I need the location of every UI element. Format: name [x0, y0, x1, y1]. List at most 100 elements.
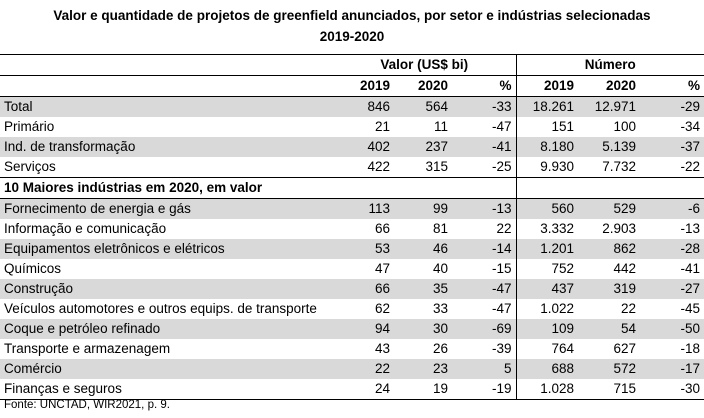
- cell-valor-pct: -33: [452, 96, 516, 117]
- cell-valor-pct: -69: [452, 319, 516, 339]
- cell-numero-pct: -30: [640, 379, 704, 400]
- cell-numero-pct: -28: [640, 239, 704, 259]
- cell-numero-pct: -6: [640, 198, 704, 219]
- greenfield-table: Valor (US$ bi) Número 2019 2020 % 2019 2…: [0, 54, 704, 400]
- cell-numero-pct: -22: [680, 159, 701, 174]
- table-row: Equipamentos eletrônicos e elétricos 53 46…: [0, 239, 704, 259]
- cell-numero-2020: 442: [613, 261, 636, 276]
- cell-valor-2019: 66: [374, 221, 390, 236]
- cell-valor-2019: 846: [333, 96, 394, 117]
- cell-valor-2020: 315: [425, 159, 448, 174]
- table-row: Transporte e armazenagem 43 26 -39 764 627 -18: [0, 339, 704, 359]
- cell-numero-2019: 9.930: [515, 157, 578, 178]
- cell-valor-2020: 99: [394, 198, 452, 219]
- cell-valor-pct: -47: [452, 279, 516, 299]
- row-label: Finanças e seguros: [0, 379, 333, 400]
- cell-numero-2020: 715: [578, 379, 640, 400]
- row-label: Coque e petróleo refinado: [0, 319, 333, 339]
- cell-valor-2019: 402: [333, 137, 394, 157]
- cell-numero-pct: -27: [640, 279, 704, 299]
- section-row: 10 Maiores indústrias em 2020, em valor: [0, 177, 704, 199]
- cell-numero-2019: 8.180: [515, 137, 578, 157]
- source-note: Fonte: UNCTAD, WIR2021, p. 9.: [4, 399, 170, 411]
- row-label: Equipamentos eletrônicos e elétricos: [0, 239, 333, 259]
- cell-numero-2019: 1.022: [515, 299, 578, 319]
- cell-numero-2020: 100: [613, 119, 636, 134]
- cell-valor-pct: -47: [491, 119, 512, 134]
- cell-numero-2019: 560: [515, 198, 578, 219]
- cell-valor-2020: 46: [394, 239, 452, 259]
- cell-valor-pct: -41: [452, 137, 516, 157]
- cell-valor-pct: 22: [496, 221, 512, 236]
- table-row: Finanças e seguros 24 19 -19 1.028 715 -30: [0, 379, 704, 400]
- cell-valor-2020: 19: [394, 379, 452, 400]
- header-numero-2019: 2019: [515, 75, 578, 97]
- cell-valor-2020: 33: [432, 301, 448, 316]
- cell-valor-2019: 47: [374, 261, 390, 276]
- section-label: 10 Maiores indústrias em 2020, em valor: [0, 177, 333, 199]
- cell-numero-2019: 764: [515, 339, 578, 359]
- cell-valor-2020: 81: [432, 221, 448, 236]
- table-row: Ind. de transformação 402 237 -41 8.180 5.139…: [0, 137, 704, 157]
- table-row: Serviços 422 315 -25 9.930 7.732 -22: [0, 157, 704, 178]
- cell-numero-2020: 572: [578, 359, 640, 379]
- cell-numero-2020: 22: [620, 301, 636, 316]
- cell-numero-2019: 1.028: [515, 379, 578, 400]
- row-label: Serviços: [4, 159, 56, 174]
- cell-valor-2019: 66: [333, 279, 394, 299]
- cell-valor-2019: 21: [374, 119, 390, 134]
- cell-numero-pct: -37: [640, 137, 704, 157]
- cell-numero-2019: 151: [515, 117, 578, 137]
- header-numero-pct: %: [640, 75, 704, 97]
- cell-valor-2019: 422: [367, 159, 390, 174]
- row-label: Ind. de transformação: [0, 137, 333, 157]
- cell-numero-2019: 3.332: [515, 219, 578, 239]
- cell-valor-pct: -47: [491, 301, 512, 316]
- cell-numero-pct: -18: [680, 341, 701, 356]
- cell-numero-pct: -17: [640, 359, 704, 379]
- row-label: Comércio: [0, 359, 333, 379]
- cell-valor-2020: 237: [394, 137, 452, 157]
- cell-numero-2020: 862: [578, 239, 640, 259]
- cell-numero-2020: 529: [578, 198, 640, 219]
- cell-numero-2020: 2.903: [602, 221, 636, 236]
- row-label: Informação e comunicação: [4, 221, 167, 236]
- cell-valor-pct: -15: [491, 261, 512, 276]
- cell-valor-2019: 43: [374, 341, 390, 356]
- row-label: Fornecimento de energia e gás: [0, 198, 333, 219]
- row-label: Construção: [0, 279, 333, 299]
- cell-valor-2020: 35: [394, 279, 452, 299]
- cell-valor-pct: -19: [452, 379, 516, 400]
- table-row: Informação e comunicação 66 81 22 3.332 2.903…: [0, 219, 704, 239]
- cell-valor-pct: 5: [452, 359, 516, 379]
- cell-numero-2020: 12.971: [578, 96, 640, 117]
- cell-valor-2020: 23: [394, 359, 452, 379]
- row-label: Transporte e armazenagem: [4, 341, 171, 356]
- header-group-valor: Valor (US$ bi): [333, 54, 516, 76]
- table-title: Valor e quantidade de projetos de greenf…: [53, 8, 651, 23]
- table-row: Comércio 22 23 5 688 572 -17: [0, 359, 704, 379]
- cell-numero-2019: 1.201: [515, 239, 578, 259]
- cell-numero-2020: 627: [613, 341, 636, 356]
- cell-valor-2019: 94: [333, 319, 394, 339]
- cell-numero-2019: 688: [515, 359, 578, 379]
- table-row: Químicos 47 40 -15 752 442 -41: [0, 259, 704, 279]
- table-row: Coque e petróleo refinado 94 30 -69 109 54 -50: [0, 319, 704, 339]
- table-row: Fornecimento de energia e gás 113 99 -13 560…: [0, 198, 704, 219]
- row-label: Total: [0, 96, 333, 117]
- header-blank-2: [0, 75, 333, 97]
- table-row: Veículos automotores e outros equips. de…: [0, 299, 704, 319]
- cell-numero-2019: 18.261: [515, 96, 578, 117]
- cell-numero-2020: 7.732: [602, 159, 636, 174]
- header-numero-2020: 2020: [578, 75, 640, 97]
- row-label: Químicos: [4, 261, 62, 276]
- cell-valor-2020: 40: [432, 261, 448, 276]
- table-row: Total 846 564 -33 18.261 12.971 -29: [0, 96, 704, 117]
- cell-valor-2019: 62: [374, 301, 390, 316]
- cell-numero-pct: -34: [680, 119, 701, 134]
- table-row: Construção 66 35 -47 437 319 -27: [0, 279, 704, 299]
- table-row: Primário 21 11 -47 151 100 -34: [0, 117, 704, 137]
- cell-valor-2020: 26: [432, 341, 448, 356]
- row-label: Primário: [4, 119, 55, 134]
- cell-valor-2019: 22: [333, 359, 394, 379]
